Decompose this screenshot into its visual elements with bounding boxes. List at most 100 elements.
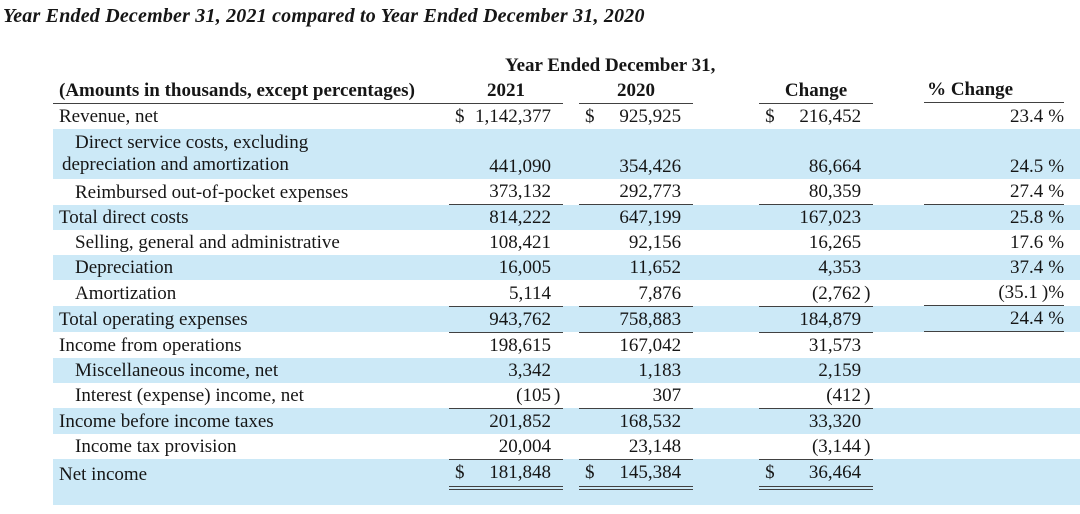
dollar-sign-cell xyxy=(759,433,782,460)
value-pct-change: 23.4% xyxy=(924,103,1080,129)
group-header-year-ended: Year Ended December 31, xyxy=(505,55,716,76)
spacer-cell xyxy=(873,408,925,434)
value-2021: 20,004 xyxy=(471,433,563,460)
dollar-sign-cell xyxy=(759,230,781,255)
dollar-sign-cell xyxy=(449,178,471,205)
percent-sign: % xyxy=(1048,105,1065,127)
value-2021: 441,090 xyxy=(471,128,563,179)
pct-value: 27.4% xyxy=(924,179,1065,205)
dollar-sign-cell xyxy=(579,332,601,358)
dollar-sign-cell: $ xyxy=(579,459,601,490)
value-pct-change xyxy=(924,383,1080,409)
pct-value: 17.6% xyxy=(1009,232,1065,253)
spacer-cell xyxy=(873,103,924,129)
dollar-sign-cell xyxy=(449,128,471,179)
percent-sign: % xyxy=(1048,232,1065,253)
dollar-sign-cell xyxy=(449,255,471,280)
table-column-header-row: (Amounts in thousands, except percentage… xyxy=(53,78,1080,104)
value-pct-change xyxy=(924,434,1080,460)
spacer-cell xyxy=(693,78,759,103)
spacer-cell xyxy=(563,332,579,358)
close-paren: ) xyxy=(554,384,561,406)
column-header-pct-change: % Change xyxy=(924,78,1080,103)
dollar-sign-cell xyxy=(449,357,471,383)
spacer-cell xyxy=(53,54,449,78)
spacer-cell xyxy=(693,383,759,409)
value-change: 36,464 xyxy=(781,459,874,490)
table-row: Depreciation 16,005 11,652 4,353 37.4% xyxy=(53,255,1080,280)
spacer-cell xyxy=(693,103,759,129)
row-label: Income from operations xyxy=(59,334,242,356)
table-row: Total operating expenses 943,762 758,883 18… xyxy=(53,306,1080,333)
pct-value: 23.4% xyxy=(1009,105,1065,127)
value-2021: 16,005 xyxy=(471,255,563,280)
value-pct-change: 37.4% xyxy=(924,255,1080,280)
row-label: Interest (expense) income, net xyxy=(75,385,304,406)
value-change: 33,320 xyxy=(781,408,874,434)
pct-value: 37.4% xyxy=(1009,257,1065,278)
spacer-cell xyxy=(563,357,579,383)
highlight-spacer-row xyxy=(53,487,1080,505)
dollar-sign-cell xyxy=(579,382,601,409)
close-paren: ) xyxy=(864,384,871,406)
value-2020: 23,148 xyxy=(601,433,694,460)
table-row: Amortization 5,114 7,876 (2,762) (35.1)% xyxy=(53,280,1080,307)
spacer-cell xyxy=(693,280,759,306)
spacer-cell xyxy=(693,459,760,488)
spacer-cell xyxy=(693,332,759,358)
dollar-sign-cell xyxy=(449,230,471,255)
value-change: 80,359 xyxy=(781,178,874,205)
value-pct-change: 17.6% xyxy=(924,230,1080,255)
spacer-cell xyxy=(693,434,759,460)
pct-value: 24.5% xyxy=(1009,155,1065,177)
value-change: 184,879 xyxy=(781,306,874,333)
dollar-sign-cell xyxy=(449,306,471,333)
dollar-sign-cell xyxy=(579,230,601,255)
value-change: (3,144) xyxy=(781,433,874,460)
table-row: Direct service costs, excluding deprecia… xyxy=(53,128,1080,179)
dollar-sign-cell xyxy=(449,280,471,307)
value-2021: 198,615 xyxy=(489,334,551,356)
spacer-cell xyxy=(563,306,579,332)
table-row: Reimbursed out-of-pocket expenses 373,132… xyxy=(53,178,1080,205)
table-row: Selling, general and administrative 108,4… xyxy=(53,230,1080,255)
table-row: Revenue, net $1,142,377 $925,925 $216,452 23… xyxy=(53,103,1080,129)
value-2020: 167,042 xyxy=(619,334,682,356)
dollar-sign-cell xyxy=(759,128,782,179)
value-pct-change xyxy=(924,357,1080,383)
value-change: (412) xyxy=(781,382,874,409)
dollar-sign-cell xyxy=(579,178,601,205)
value-pct-change xyxy=(924,408,1080,434)
spacer-cell xyxy=(873,383,924,409)
value-2020: 11,652 xyxy=(601,255,694,280)
spacer-cell xyxy=(873,255,925,280)
value-pct-change: 24.5% xyxy=(924,128,1080,179)
value-2021: 814,222 xyxy=(471,204,563,230)
table-row: Miscellaneous income, net 3,342 1,183 2,159 xyxy=(53,357,1080,383)
value-pct-change: 27.4% xyxy=(924,179,1080,205)
row-label: Income tax provision xyxy=(75,436,237,457)
value-change: 31,573 xyxy=(808,334,862,356)
percent-sign: % xyxy=(1048,180,1065,202)
row-label: Income before income taxes xyxy=(53,408,449,434)
value-pct-change: (35.1)% xyxy=(924,280,1080,306)
percent-sign: % xyxy=(1048,308,1065,329)
spacer-cell xyxy=(563,408,579,434)
value-2020: 925,925 xyxy=(619,105,682,127)
value-pct-change: 24.4% xyxy=(924,306,1080,332)
dollar-sign-cell xyxy=(449,433,471,460)
row-label: Depreciation xyxy=(53,255,449,280)
value-2021: 373,132 xyxy=(471,178,563,205)
dollar-sign-cell xyxy=(449,332,471,358)
row-label: Reimbursed out-of-pocket expenses xyxy=(75,181,349,203)
spacer-cell xyxy=(693,357,760,383)
spacer-cell xyxy=(693,408,760,434)
spacer-cell xyxy=(563,103,579,129)
row-label: Selling, general and administrative xyxy=(75,232,340,253)
value-change: 4,353 xyxy=(781,255,874,280)
spacer-cell xyxy=(873,434,924,460)
pct-value: (35.1)% xyxy=(924,280,1065,306)
dollar-sign-cell xyxy=(759,204,782,230)
dollar-sign-cell xyxy=(759,382,782,409)
value-pct-change: 25.8% xyxy=(924,204,1080,230)
